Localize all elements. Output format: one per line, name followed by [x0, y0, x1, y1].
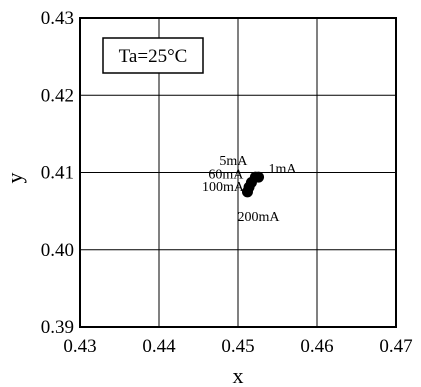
x-tick-label: 0.47 [379, 336, 412, 357]
y-tick-labels: 0.39 0.40 0.41 0.42 0.43 [41, 8, 74, 338]
point-label: 1mA [269, 162, 298, 177]
x-tick-label: 0.46 [300, 336, 333, 357]
condition-legend-box [102, 37, 204, 74]
point-label: 5mA [219, 154, 248, 169]
y-tick-label: 0.43 [41, 8, 74, 29]
point-label: 100mA [202, 180, 245, 195]
plot-frame [79, 17, 397, 328]
x-tick-label: 0.43 [63, 336, 96, 357]
y-tick-label: 0.42 [41, 85, 74, 106]
x-tick-label: 0.44 [142, 336, 176, 357]
x-tick-label: 0.45 [221, 336, 254, 357]
y-tick-label: 0.39 [41, 317, 74, 338]
y-tick-label: 0.41 [41, 163, 74, 184]
data-point [241, 186, 253, 198]
x-tick-labels: 0.43 0.44 0.45 0.46 0.47 [63, 336, 412, 357]
condition-legend-text: Ta=25°C [119, 46, 188, 67]
x-axis-label: x [233, 363, 244, 387]
data-points [241, 171, 265, 198]
y-tick-label: 0.40 [41, 240, 74, 261]
y-axis-label: y [2, 173, 27, 184]
point-label: 60mA [208, 168, 244, 183]
point-label: 200mA [237, 210, 280, 225]
